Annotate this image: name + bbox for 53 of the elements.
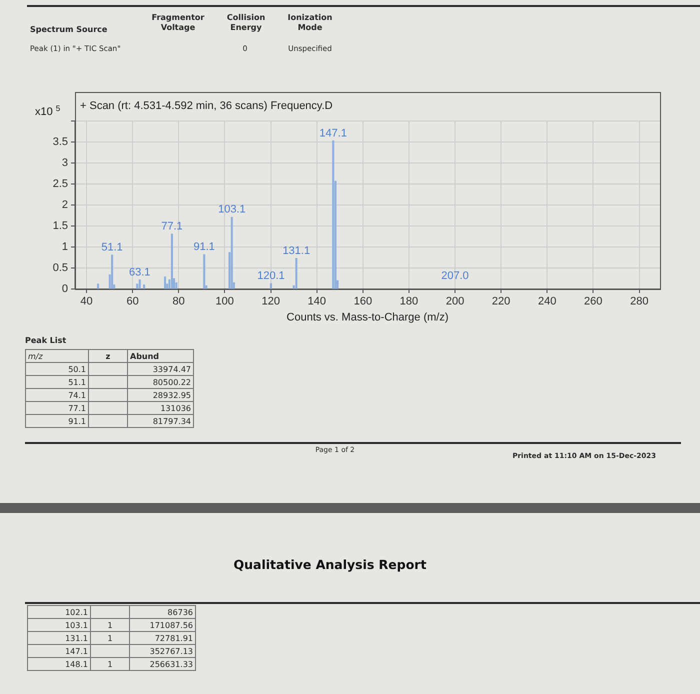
x-tick-label: 120	[262, 296, 280, 308]
text: Fragmentor Voltage	[152, 13, 204, 32]
bar	[143, 284, 146, 289]
y-tick-label: 2.5	[52, 178, 68, 190]
bar	[111, 254, 114, 289]
x-tick-label: 160	[354, 296, 372, 308]
x-tick-label: 260	[584, 296, 602, 308]
x-tick-label: 280	[630, 296, 648, 308]
x-tick-label: 180	[400, 296, 418, 308]
text: Collision Energy	[226, 13, 266, 32]
annotation: 63.1	[129, 266, 150, 278]
chart-title: + Scan (rt: 4.531-4.592 min, 36 scans) Frequency.D	[80, 100, 333, 112]
y-tick-label: 2	[62, 199, 68, 212]
y-tick-label: 1.5	[52, 220, 68, 232]
bar	[270, 283, 272, 289]
bar	[97, 284, 100, 289]
x-tick-label: 40	[80, 296, 93, 308]
y-tick-label: 1	[62, 241, 68, 254]
x-tick-label: 140	[308, 296, 326, 308]
text: Peak List	[25, 336, 66, 345]
annotation: 147.1	[319, 127, 347, 140]
x-tick-label: 60	[126, 296, 139, 308]
bar	[295, 258, 298, 289]
annotation: 51.1	[101, 242, 123, 254]
y-tick-label: 0	[62, 283, 68, 296]
bar	[170, 234, 173, 289]
bar	[138, 279, 141, 289]
x-tick-label: 220	[492, 296, 510, 308]
annotation: 131.1	[282, 244, 310, 257]
annotation: 120.1	[257, 270, 285, 282]
annotation: 91.1	[193, 241, 215, 254]
y-tick-label: 3.5	[52, 136, 68, 148]
x-tick-label: 100	[216, 296, 234, 308]
x-tick-label: 80	[172, 296, 185, 308]
bar	[164, 276, 166, 289]
y-tick-label: 3	[62, 157, 68, 170]
bar	[136, 284, 138, 289]
bar	[332, 140, 334, 289]
annotation: 77.1	[161, 220, 183, 233]
y-tick-label: 0.5	[52, 262, 68, 274]
text: Ionization Mode	[288, 13, 332, 32]
table: 102.1 86736 103.1 1 171087.56 131.1 1 72781.91 147.1 352767.13 148.1 1 256631.33	[27, 605, 196, 671]
x-tick-label: 200	[446, 296, 464, 308]
text: Qualitative Analysis Report	[234, 557, 426, 572]
bar	[175, 282, 178, 289]
table: m/z z Abund 50.1 33974.47 51.1 80500.22 74.1 28932.95 77.1 131036 91.1 81797.34	[25, 349, 194, 428]
bar	[203, 254, 206, 289]
annotation: 207.0	[441, 270, 469, 282]
annotation: 103.1	[218, 204, 246, 216]
x-axis-title: Counts vs. Mass-to-Charge (m/z)	[286, 311, 448, 324]
bar	[230, 216, 233, 289]
x-tick-label: 240	[538, 296, 556, 308]
text: Spectrum Source	[30, 25, 108, 34]
